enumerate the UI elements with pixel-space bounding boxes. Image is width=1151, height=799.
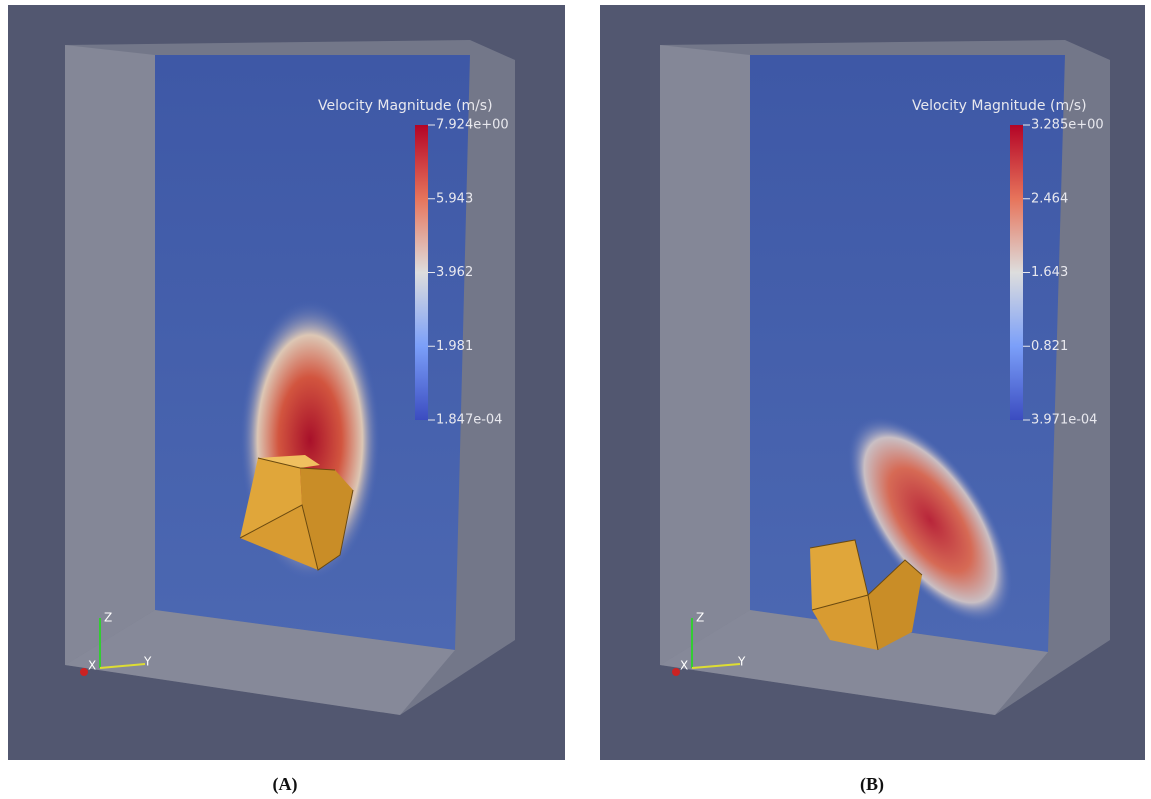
caption: (A) [273,774,298,795]
colorbar-label: 5.943 [436,191,473,206]
colorbar-label: 1.847e-04 [436,413,502,428]
colorbar-label: 3.971e-04 [1031,413,1097,428]
colorbar-label: 0.821 [1031,339,1068,354]
axis-label: Y [737,655,746,669]
colorbar-title: Velocity Magnitude (m/s) [318,98,493,114]
colorbar-label: 7.924e+00 [436,118,509,133]
colorbar-label: 3.962 [436,265,473,280]
panel-a: Velocity Magnitude (m/s) 7.924e+00 5.943 3… [8,5,565,795]
panel-b: Velocity Magnitude (m/s) 3.285e+00 2.464 1… [600,5,1145,795]
page: {"panels": [ {"caption": "(A)", "colorba… [0,0,1151,799]
colorbar-label: 3.285e+00 [1031,118,1104,133]
left-wall [65,45,155,665]
colorbar-title: Velocity Magnitude (m/s) [912,98,1087,114]
axis-label: Z [696,611,704,625]
axis-label: Z [104,611,112,625]
colorbar-label: 2.464 [1031,191,1068,206]
axis-label: X [680,659,688,673]
caption: (B) [860,774,884,795]
axis-label: Y [143,655,152,669]
axis-label: X [88,659,96,673]
left-wall [660,45,750,665]
colorbar [415,125,428,420]
colorbar-label: 1.643 [1031,265,1068,280]
colorbar-label: 1.981 [436,339,473,354]
figure: Velocity Magnitude (m/s) 7.924e+00 5.943 3… [0,0,1151,799]
colorbar [1010,125,1023,420]
